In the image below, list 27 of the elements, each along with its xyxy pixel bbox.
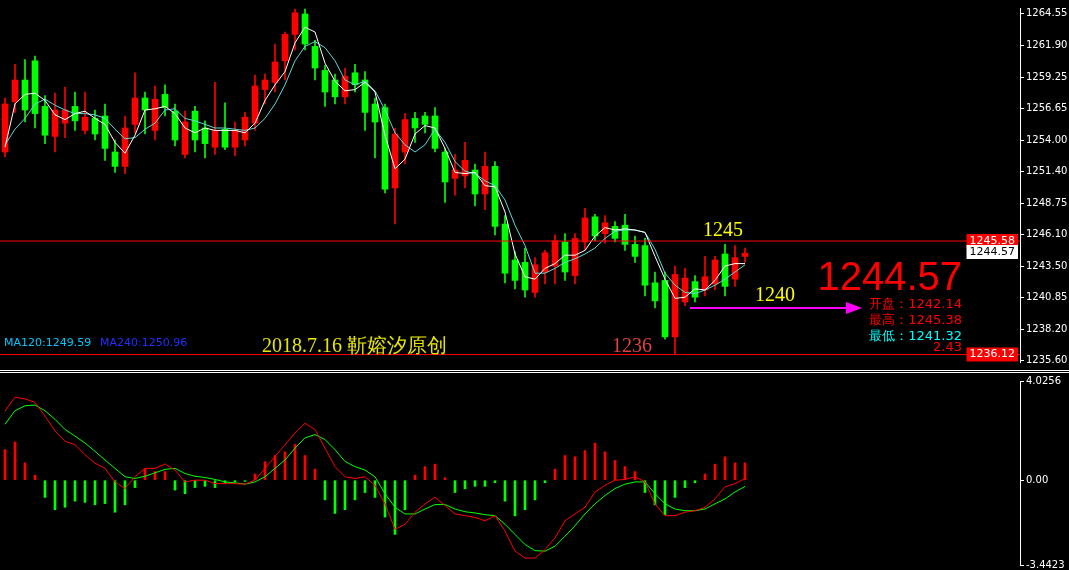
y-tick-label: 1243.50 bbox=[1026, 259, 1068, 271]
y-tick-label: 4.0256 bbox=[1026, 374, 1061, 386]
y-tick-label: 1246.10 bbox=[1026, 228, 1068, 240]
y-tick-label: 1248.75 bbox=[1026, 196, 1068, 208]
annotation: MA240:1250.96 bbox=[100, 336, 188, 349]
y-tick-label: 1240.85 bbox=[1026, 291, 1068, 303]
y-tick-label: 1256.65 bbox=[1026, 101, 1068, 113]
annotation: 1245 bbox=[703, 218, 743, 240]
annotation: 1244.57 bbox=[817, 254, 962, 298]
annotation: 2018.7.16 靳嫆汐原创 bbox=[262, 334, 447, 356]
y-tick-label: 1238.20 bbox=[1026, 323, 1068, 335]
annotation: 开盘：1242.14 bbox=[869, 296, 962, 311]
y-tick-label: 1259.25 bbox=[1026, 70, 1068, 82]
annotation: 1244.57 bbox=[969, 244, 1016, 258]
ref-line-label: 1245.58 bbox=[969, 233, 1016, 247]
y-tick-label: 1261.90 bbox=[1026, 38, 1068, 50]
annotation: 1240 bbox=[755, 283, 795, 305]
y-tick-label: 1235.60 bbox=[1026, 354, 1068, 366]
annotation: MA120:1249.59 bbox=[4, 336, 92, 349]
y-tick-label: -3.4423 bbox=[1026, 558, 1065, 570]
y-tick-label: 0.00 bbox=[1026, 473, 1049, 485]
ref-line-label: 1236.12 bbox=[969, 347, 1016, 361]
annotation: 最高：1245.38 bbox=[869, 312, 962, 327]
y-tick-label: 1264.55 bbox=[1026, 6, 1068, 18]
y-tick-label: 1251.40 bbox=[1026, 164, 1068, 176]
annotation: 1236 bbox=[612, 334, 652, 356]
y-tick-label: 1254.00 bbox=[1026, 133, 1068, 145]
